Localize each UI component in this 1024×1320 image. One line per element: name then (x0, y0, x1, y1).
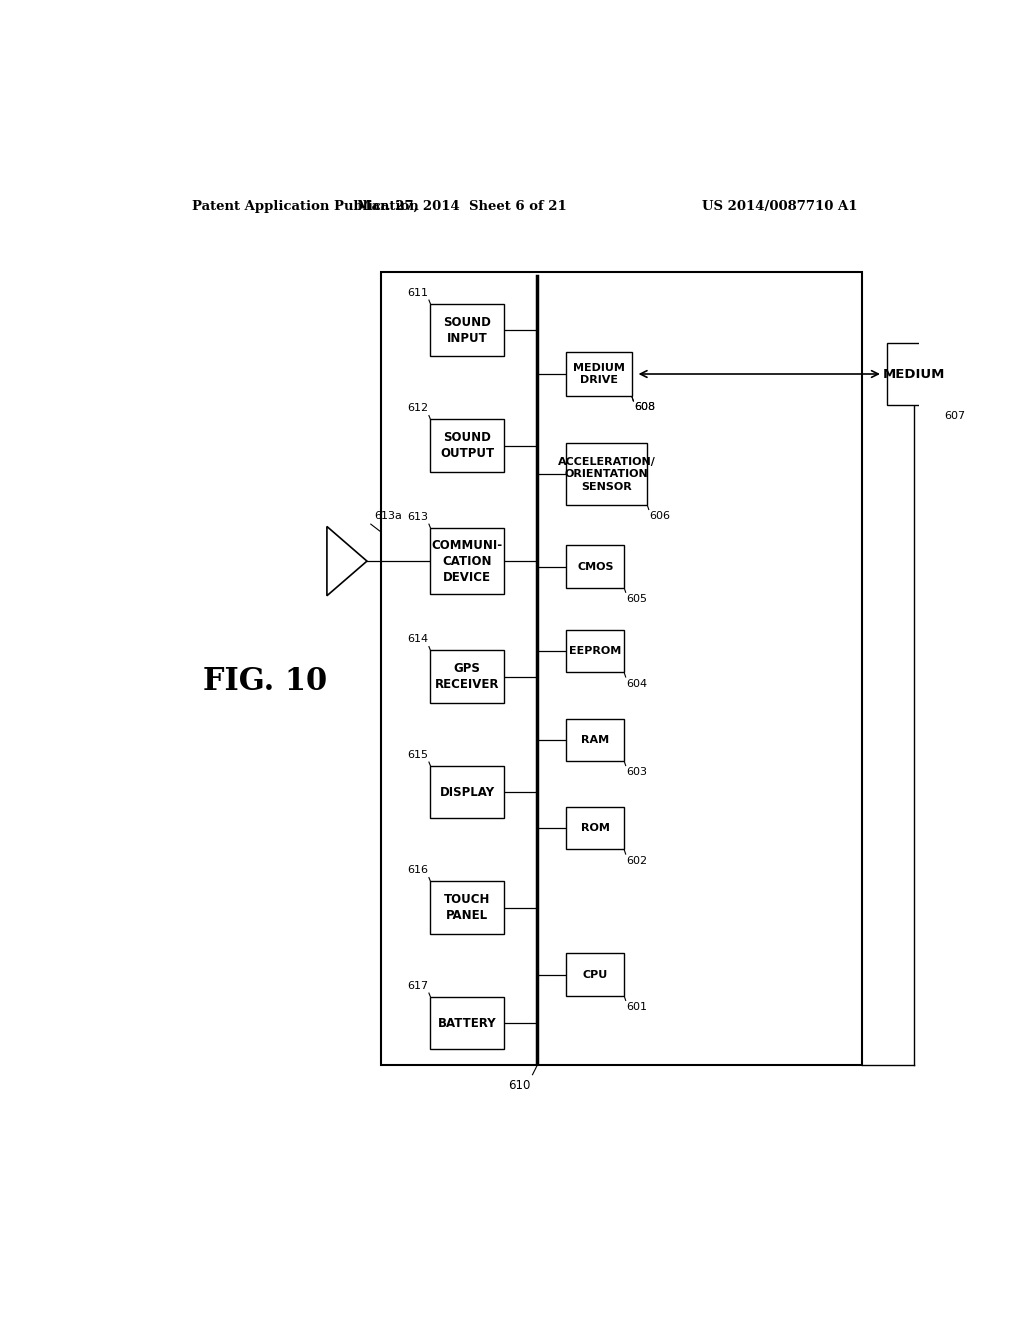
Bar (430, 304, 504, 356)
Bar (566, 718, 625, 760)
Text: 613a: 613a (375, 511, 402, 521)
Text: 608: 608 (634, 403, 655, 412)
Text: TOUCH
PANEL: TOUCH PANEL (443, 894, 490, 923)
Text: 613: 613 (408, 512, 428, 521)
Text: 606: 606 (649, 511, 671, 521)
Text: COMMUNI-
CATION
DEVICE: COMMUNI- CATION DEVICE (431, 539, 503, 583)
Text: 612: 612 (408, 404, 428, 413)
Text: BATTERY: BATTERY (437, 1016, 497, 1030)
Bar (566, 630, 625, 672)
Bar (887, 343, 942, 405)
Text: ACCELERATION/
ORIENTATION
SENSOR: ACCELERATION/ ORIENTATION SENSOR (558, 457, 655, 491)
Text: 602: 602 (627, 855, 647, 866)
Polygon shape (327, 527, 367, 595)
Bar (566, 953, 625, 995)
Text: SOUND
INPUT: SOUND INPUT (443, 315, 490, 345)
Bar (430, 651, 504, 702)
Text: 604: 604 (627, 678, 647, 689)
Bar (566, 444, 647, 506)
Bar (430, 528, 504, 594)
Text: CPU: CPU (583, 970, 608, 979)
Text: 616: 616 (408, 866, 428, 875)
Bar (566, 545, 625, 587)
Bar (566, 807, 625, 850)
Text: 607: 607 (944, 411, 966, 421)
Bar (430, 766, 504, 818)
Text: 601: 601 (627, 1002, 647, 1012)
Bar (430, 420, 504, 471)
Text: 614: 614 (408, 635, 428, 644)
Text: 608: 608 (634, 403, 655, 412)
Text: US 2014/0087710 A1: US 2014/0087710 A1 (701, 199, 857, 213)
Text: SOUND
OUTPUT: SOUND OUTPUT (440, 432, 495, 461)
Bar (566, 351, 632, 396)
Bar (381, 272, 862, 1065)
Text: 611: 611 (408, 288, 428, 298)
Text: CMOS: CMOS (577, 561, 613, 572)
Text: 605: 605 (627, 594, 647, 603)
Text: FIG. 10: FIG. 10 (203, 667, 328, 697)
Text: GPS
RECEIVER: GPS RECEIVER (435, 663, 500, 692)
Text: 603: 603 (627, 767, 647, 777)
Text: MEDIUM: MEDIUM (884, 367, 945, 380)
Text: 610: 610 (509, 1080, 531, 1093)
Text: EEPROM: EEPROM (569, 647, 622, 656)
Text: 615: 615 (408, 750, 428, 760)
Bar (430, 882, 504, 933)
Text: ROM: ROM (581, 824, 609, 833)
Text: MEDIUM
DRIVE: MEDIUM DRIVE (573, 363, 625, 385)
Text: Patent Application Publication: Patent Application Publication (193, 199, 419, 213)
Text: RAM: RAM (582, 735, 609, 744)
Text: Mar. 27, 2014  Sheet 6 of 21: Mar. 27, 2014 Sheet 6 of 21 (356, 199, 566, 213)
Text: DISPLAY: DISPLAY (439, 785, 495, 799)
Text: 617: 617 (408, 981, 428, 991)
Bar (430, 997, 504, 1049)
